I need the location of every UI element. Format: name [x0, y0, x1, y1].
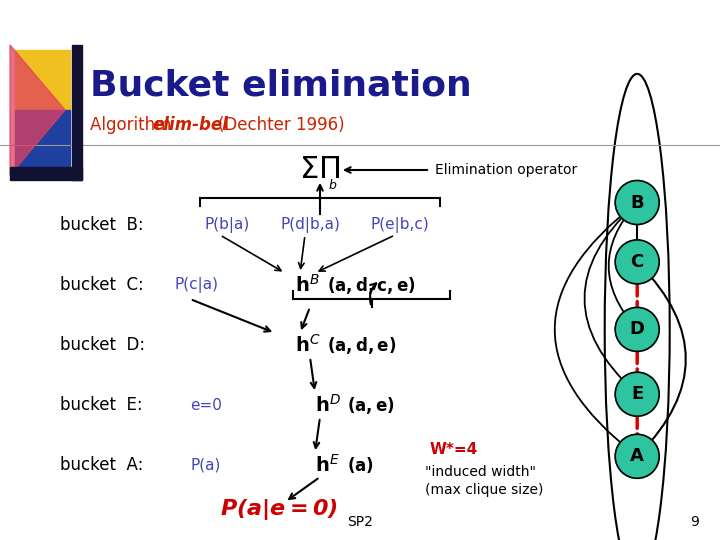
Text: $\mathbf{(a, d, e)}$: $\mathbf{(a, d, e)}$: [327, 334, 396, 355]
Circle shape: [615, 240, 660, 284]
Polygon shape: [10, 167, 82, 180]
Text: (max clique size): (max clique size): [425, 483, 544, 497]
Text: $\mathbf{(a, d, c, e)}$: $\mathbf{(a, d, c, e)}$: [327, 274, 415, 295]
FancyArrowPatch shape: [608, 205, 635, 327]
Text: A: A: [630, 447, 644, 465]
Circle shape: [615, 372, 660, 416]
Text: $\mathbf{h}^E$: $\mathbf{h}^E$: [315, 454, 340, 476]
Polygon shape: [15, 110, 70, 170]
Text: Bucket elimination: Bucket elimination: [90, 68, 472, 102]
Text: bucket  E:: bucket E:: [60, 396, 143, 414]
Text: $\mathbf{h}^B$: $\mathbf{h}^B$: [295, 274, 320, 296]
Text: bucket  B:: bucket B:: [60, 216, 143, 234]
Text: P(b|a): P(b|a): [205, 217, 251, 233]
Text: e=0: e=0: [190, 397, 222, 413]
Text: P(a): P(a): [190, 457, 220, 472]
Text: SP2: SP2: [347, 515, 373, 529]
FancyArrowPatch shape: [639, 264, 686, 454]
Text: $\mathbf{(a, e)}$: $\mathbf{(a, e)}$: [347, 395, 395, 415]
Text: P(d|b,a): P(d|b,a): [280, 217, 340, 233]
Circle shape: [615, 180, 660, 225]
Text: (Dechter 1996): (Dechter 1996): [218, 116, 345, 134]
Text: $\bfit{P(a|e{=}0)}$: $\bfit{P(a|e{=}0)}$: [220, 497, 338, 523]
Circle shape: [615, 434, 660, 478]
Text: $b$: $b$: [328, 178, 338, 192]
Text: "induced width": "induced width": [425, 465, 536, 479]
Text: $\mathbf{h}^D$: $\mathbf{h}^D$: [315, 394, 341, 416]
Text: 9: 9: [690, 515, 699, 529]
Text: $\mathbf{h}^C$: $\mathbf{h}^C$: [295, 334, 320, 356]
Circle shape: [615, 307, 660, 352]
FancyArrowPatch shape: [585, 204, 635, 393]
Text: D: D: [630, 320, 644, 339]
Text: P(c|a): P(c|a): [175, 277, 219, 293]
Text: Elimination operator: Elimination operator: [435, 163, 577, 177]
Text: $\Sigma\Pi$: $\Sigma\Pi$: [300, 154, 341, 186]
Polygon shape: [10, 45, 65, 175]
Text: bucket  C:: bucket C:: [60, 276, 144, 294]
Text: Algorithm: Algorithm: [90, 116, 176, 134]
Text: bucket  A:: bucket A:: [60, 456, 143, 474]
Text: $\mathbf{(a)}$: $\mathbf{(a)}$: [347, 455, 374, 475]
Polygon shape: [72, 45, 82, 180]
Text: C: C: [631, 253, 644, 271]
Text: bucket  D:: bucket D:: [60, 336, 145, 354]
Text: E: E: [631, 385, 644, 403]
Text: P(e|b,c): P(e|b,c): [370, 217, 428, 233]
Text: B: B: [631, 193, 644, 212]
Polygon shape: [15, 50, 70, 110]
Text: elim-bel: elim-bel: [152, 116, 228, 134]
Text: W*=4: W*=4: [430, 442, 478, 457]
FancyArrowPatch shape: [554, 204, 635, 455]
